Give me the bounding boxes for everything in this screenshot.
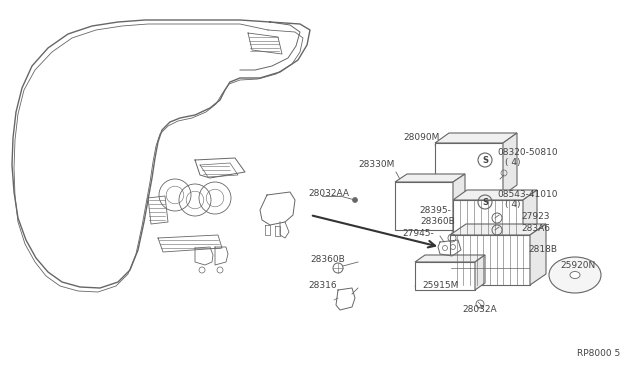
Text: 2818B: 2818B bbox=[528, 244, 557, 253]
Polygon shape bbox=[415, 262, 475, 290]
Text: 28032A: 28032A bbox=[462, 305, 497, 314]
Text: 28032AA: 28032AA bbox=[308, 189, 349, 198]
Text: ( 4): ( 4) bbox=[505, 157, 520, 167]
Text: 25920N: 25920N bbox=[560, 260, 595, 269]
Polygon shape bbox=[453, 190, 537, 200]
Text: 25915M: 25915M bbox=[422, 280, 458, 289]
Text: 28330M: 28330M bbox=[358, 160, 394, 169]
Polygon shape bbox=[415, 255, 485, 262]
Circle shape bbox=[353, 198, 358, 202]
Polygon shape bbox=[435, 143, 503, 195]
Polygon shape bbox=[395, 174, 465, 182]
Text: 28360B: 28360B bbox=[310, 254, 345, 263]
Polygon shape bbox=[523, 190, 537, 235]
Text: RP8000 5: RP8000 5 bbox=[577, 349, 620, 358]
Polygon shape bbox=[395, 182, 453, 230]
Text: ( 4): ( 4) bbox=[505, 199, 520, 208]
Text: 28316: 28316 bbox=[308, 282, 337, 291]
Polygon shape bbox=[435, 133, 517, 143]
Text: 08320-50810: 08320-50810 bbox=[497, 148, 557, 157]
Polygon shape bbox=[450, 224, 546, 235]
Text: 28090M: 28090M bbox=[403, 133, 440, 142]
Text: S: S bbox=[482, 198, 488, 206]
Text: 27923: 27923 bbox=[521, 212, 550, 221]
Ellipse shape bbox=[549, 257, 601, 293]
Text: 27945-: 27945- bbox=[402, 228, 434, 237]
Text: 28395-: 28395- bbox=[419, 205, 451, 215]
Text: 28360B: 28360B bbox=[420, 217, 455, 225]
Polygon shape bbox=[453, 174, 465, 230]
Text: 283A6: 283A6 bbox=[521, 224, 550, 232]
Polygon shape bbox=[450, 235, 530, 285]
Polygon shape bbox=[475, 255, 485, 290]
Polygon shape bbox=[530, 224, 546, 285]
Ellipse shape bbox=[570, 272, 580, 279]
Polygon shape bbox=[503, 133, 517, 195]
Text: 08543-41010: 08543-41010 bbox=[497, 189, 557, 199]
Text: S: S bbox=[482, 155, 488, 164]
Polygon shape bbox=[453, 200, 523, 235]
